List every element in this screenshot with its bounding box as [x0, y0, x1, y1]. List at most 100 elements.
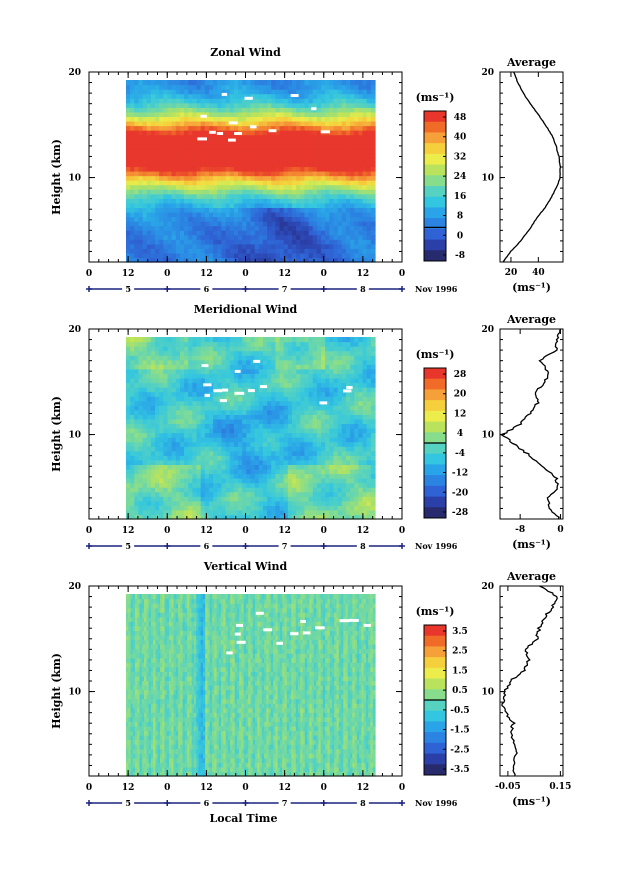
heatmap-cell — [175, 464, 181, 470]
heatmap-cell — [362, 107, 368, 113]
heatmap-cell — [225, 189, 231, 195]
heatmap-cell — [362, 409, 368, 415]
heatmap-cell — [354, 409, 359, 415]
heatmap-cell — [287, 175, 293, 181]
heatmap-cell — [196, 198, 202, 204]
heatmap-cell — [304, 234, 310, 240]
heatmap-cell — [188, 437, 193, 443]
heatmap-cell — [258, 211, 264, 218]
heatmap-cell — [246, 418, 252, 425]
heatmap-cell — [358, 157, 364, 163]
heatmap-cell — [150, 400, 156, 406]
heatmap-cell — [163, 377, 169, 384]
heatmap-cell — [267, 346, 272, 352]
heatmap-cell — [159, 125, 164, 131]
heatmap-cell — [192, 189, 198, 195]
heatmap-cell — [130, 221, 135, 227]
heatmap-cell — [233, 157, 239, 163]
heatmap-cell — [362, 221, 368, 227]
heatmap-cell — [354, 239, 359, 245]
heatmap-cell — [362, 337, 368, 343]
heatmap-cell — [167, 437, 173, 443]
heatmap-cell — [341, 89, 347, 95]
heatmap-cell — [142, 505, 148, 511]
heatmap-cell — [159, 505, 164, 511]
heatmap-cell — [254, 355, 260, 361]
heatmap-cell — [283, 468, 289, 475]
heatmap-cell — [155, 116, 160, 122]
heatmap-cell — [229, 207, 235, 213]
heatmap-cell — [333, 418, 339, 425]
heatmap-cell — [159, 180, 164, 186]
heatmap-cell — [262, 193, 268, 199]
heatmap-cell — [267, 148, 272, 154]
heatmap-cell — [155, 184, 160, 190]
heatmap-cell — [155, 202, 160, 208]
heatmap-cell — [225, 216, 231, 222]
heatmap-cell — [171, 459, 177, 465]
heatmap-cell — [354, 432, 359, 438]
heatmap-cell — [254, 243, 260, 249]
heatmap-cell — [258, 89, 264, 95]
heatmap-cell — [130, 248, 135, 254]
heatmap-cell — [238, 346, 243, 352]
heatmap-cell — [358, 396, 364, 402]
heatmap-cell — [283, 373, 289, 379]
heatmap-cell — [366, 98, 372, 104]
heatmap-cell — [134, 455, 140, 461]
heatmap-cell — [287, 414, 293, 420]
heatmap-cell — [287, 80, 293, 86]
heatmap-cell — [217, 166, 223, 172]
heatmap-cell — [225, 450, 231, 456]
heatmap-cell — [225, 111, 231, 117]
heatmap-cell — [304, 89, 310, 95]
heatmap-cell — [254, 514, 260, 520]
heatmap-cell — [171, 418, 177, 425]
heatmap-cell — [296, 355, 301, 361]
heatmap-cell — [200, 180, 206, 186]
heatmap-cell — [362, 391, 368, 397]
heatmap-cell — [130, 478, 135, 484]
heatmap-cell — [200, 437, 206, 443]
heatmap-cell — [146, 211, 152, 218]
heatmap-cell — [209, 500, 214, 506]
heatmap-cell — [271, 468, 276, 475]
heatmap-cell — [134, 377, 140, 384]
heatmap-cell — [312, 175, 318, 181]
heatmap-cell — [354, 509, 359, 516]
heatmap-cell — [221, 148, 227, 154]
heatmap-cell — [345, 221, 351, 227]
heatmap-cell — [312, 116, 318, 122]
heatmap-cell — [271, 193, 276, 199]
heatmap-cell — [337, 216, 343, 222]
heatmap-cell — [308, 487, 314, 493]
heatmap-cell — [159, 428, 164, 434]
heatmap-cell — [184, 373, 189, 379]
heatmap-cell — [163, 437, 169, 443]
heatmap-cell — [287, 230, 293, 236]
heatmap-cell — [250, 148, 256, 154]
heatmap-cell — [370, 248, 376, 254]
heatmap-cell — [304, 450, 310, 456]
heatmap-cell — [184, 505, 189, 511]
heatmap-cell — [179, 193, 185, 199]
heatmap-cell — [159, 193, 164, 199]
heatmap-cell — [246, 239, 252, 245]
heatmap-cell — [146, 423, 152, 429]
heatmap-cell — [329, 514, 335, 520]
heatmap-cell — [217, 98, 223, 104]
heatmap-cell — [279, 459, 285, 465]
heatmap-cell — [217, 107, 223, 113]
heatmap-cell — [184, 157, 189, 163]
heatmap-cell — [192, 211, 198, 218]
heatmap-cell — [333, 80, 339, 86]
heatmap-cell — [316, 478, 322, 484]
heatmap-cell — [321, 98, 326, 104]
heatmap-cell — [175, 337, 181, 343]
heatmap-cell — [126, 107, 131, 113]
heatmap-cell — [283, 364, 289, 370]
heatmap-cell — [287, 252, 293, 259]
heatmap-cell — [200, 139, 206, 145]
heatmap-cell — [258, 202, 264, 208]
heatmap-cell — [196, 441, 202, 447]
